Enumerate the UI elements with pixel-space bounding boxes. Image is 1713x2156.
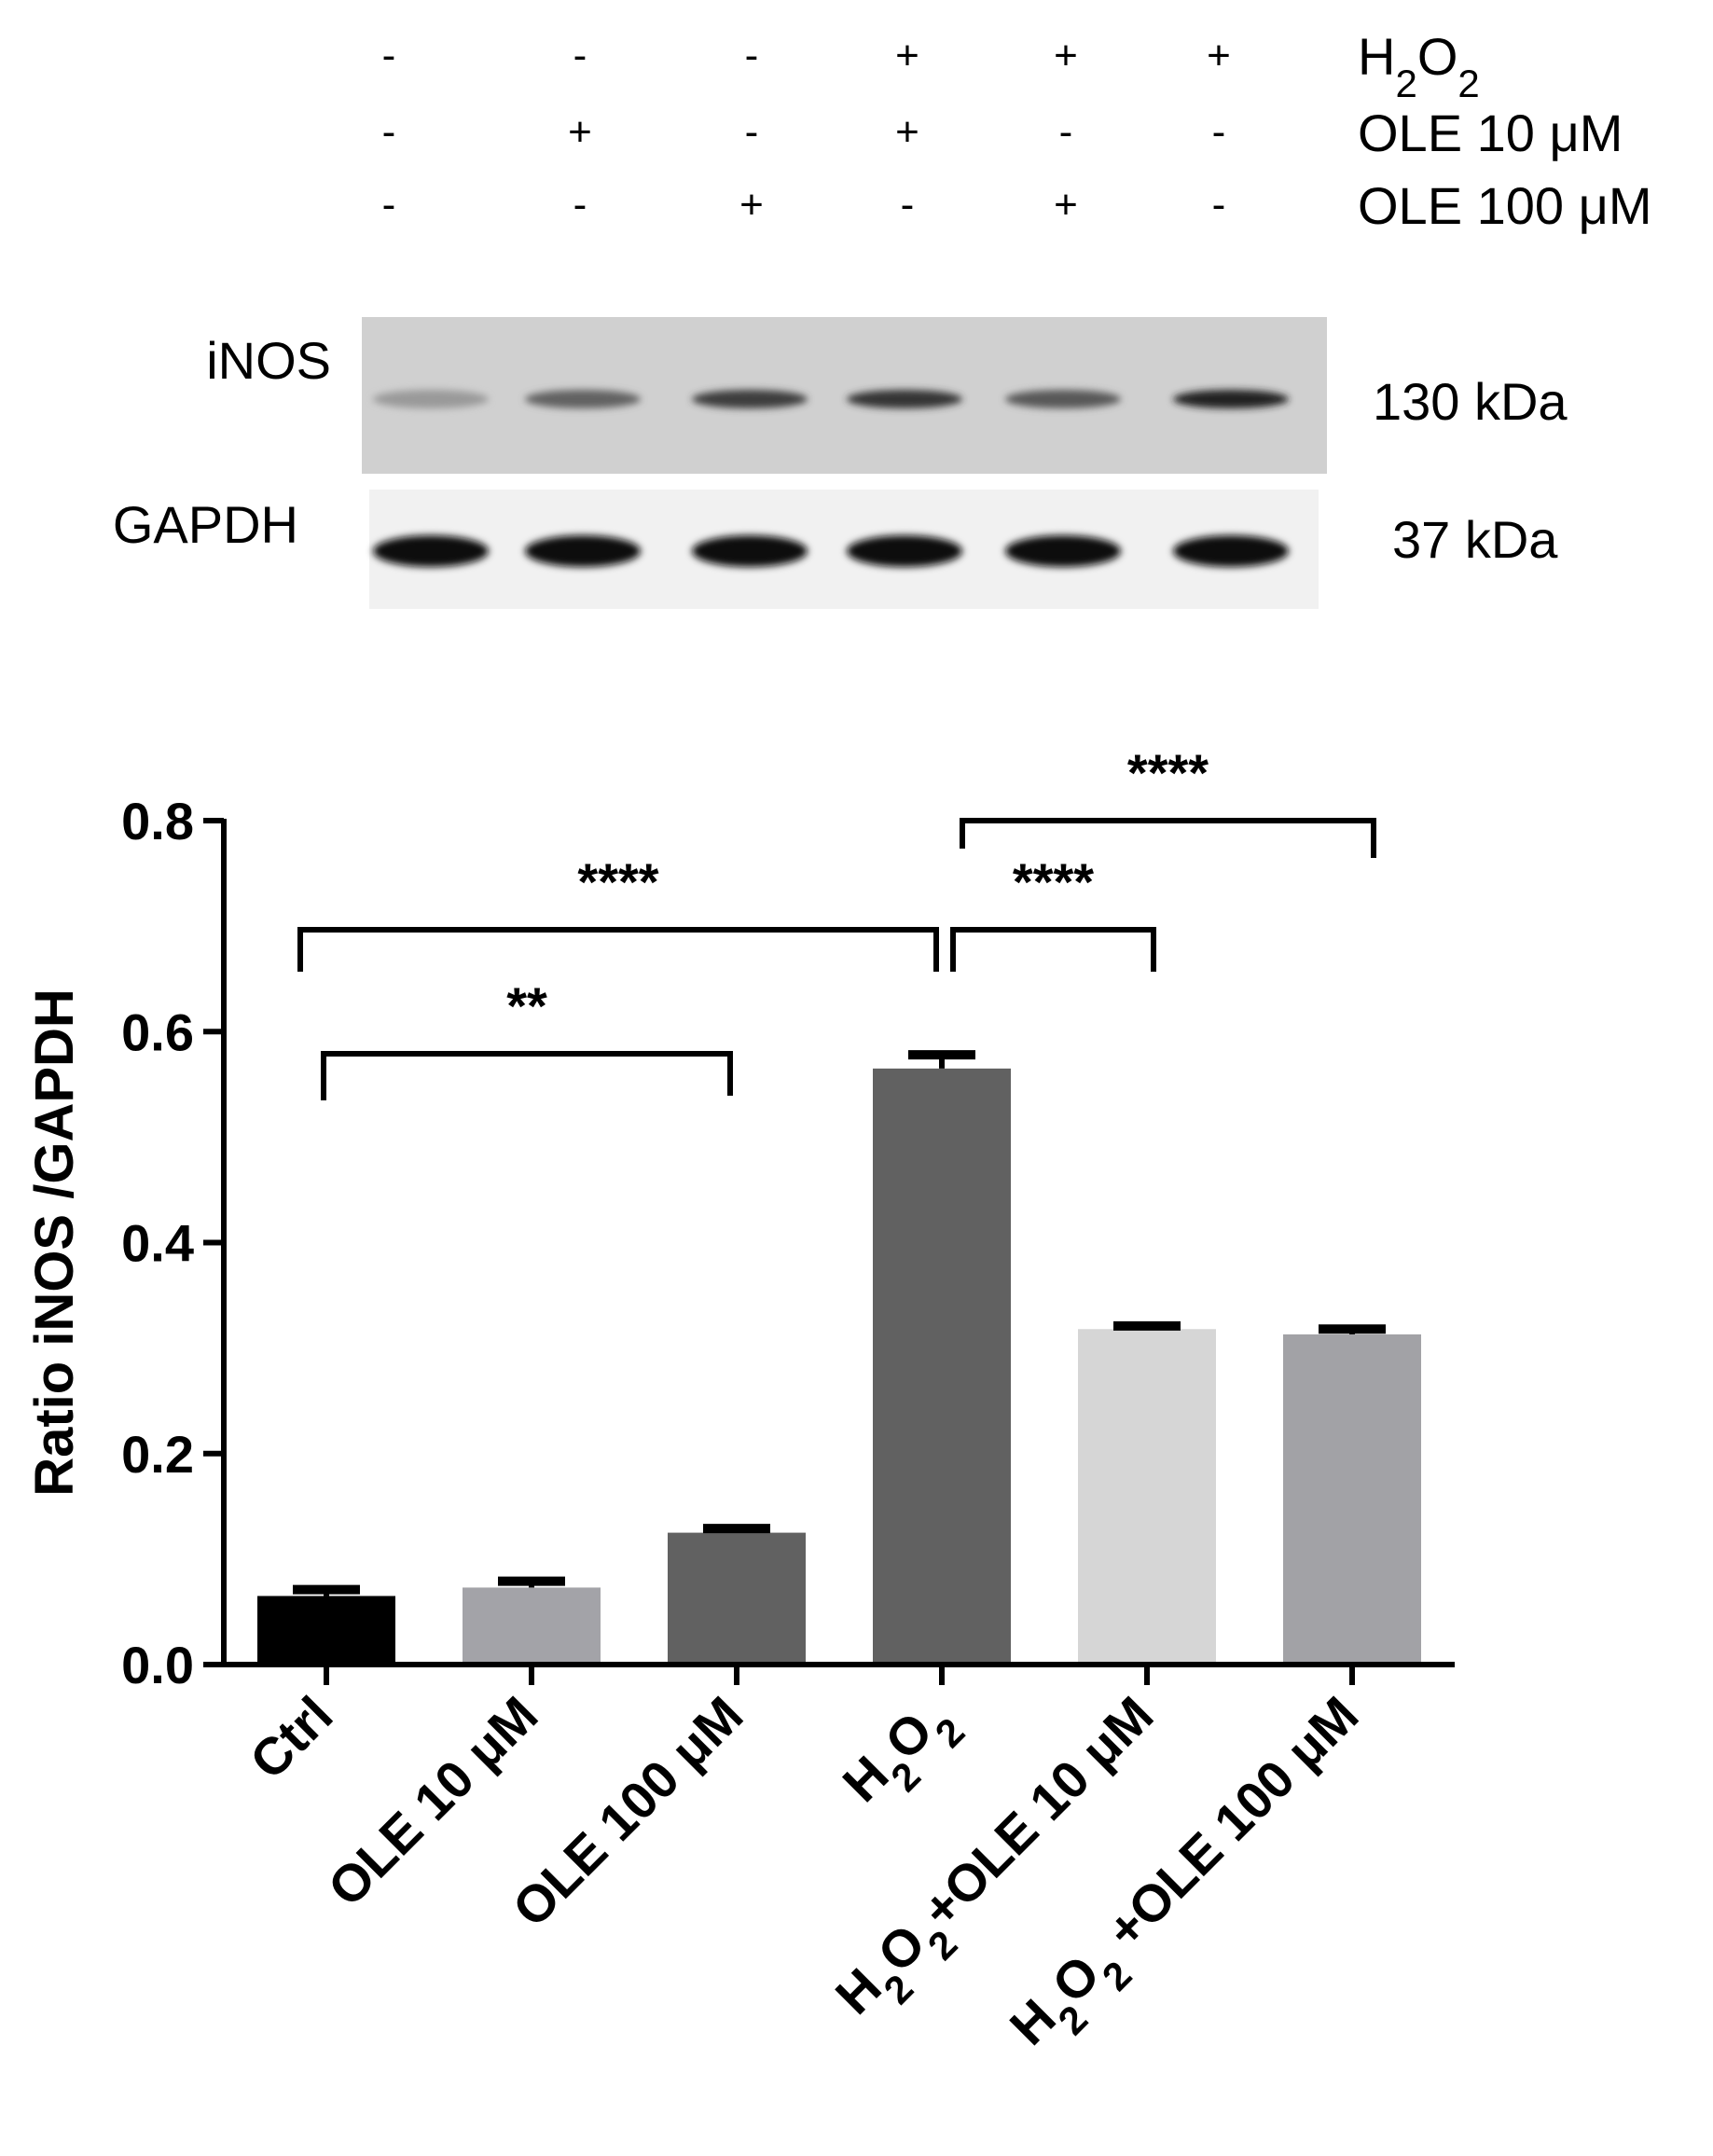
inos-band-lane3	[692, 390, 808, 408]
treatment-sign-row2-lane4: +	[895, 109, 919, 155]
significance-label: ****	[1127, 743, 1209, 802]
bar-ole-10-um	[463, 1587, 601, 1665]
western-blot-panel: iNOS 130 kDa GAPDH 37 kDa	[113, 317, 1568, 609]
treatment-sign-row3-lane4: -	[901, 182, 915, 228]
treatment-sign-row1-lane2: -	[573, 33, 587, 78]
bar-ctrl	[257, 1596, 395, 1665]
gapdh-mw-label: 37 kDa	[1392, 510, 1558, 569]
treatment-sign-row1-lane3: -	[745, 33, 759, 78]
axes: 0.0 0.2 0.4 0.6 0.8 Ratio iNOS /GAPDH	[24, 792, 1455, 1694]
y-axis-label: Ratio iNOS /GAPDH	[24, 988, 85, 1497]
treatment-table: - - - + + + H2O2 - + - + - - OLE 10 μM - - + - + - OLE 100 μ…	[382, 27, 1652, 235]
significance-bracket	[321, 1051, 733, 1100]
significance-label: **	[506, 976, 547, 1035]
significance-bracket	[960, 818, 1376, 858]
bar-ole-100-um	[668, 1532, 806, 1665]
significance-bracket	[297, 927, 939, 972]
gapdh-band-lane6	[1173, 535, 1289, 567]
bar-h2o2-ole-10-um	[1078, 1329, 1216, 1665]
gapdh-blot-label: GAPDH	[113, 495, 298, 554]
y-tick-label: 0.4	[121, 1214, 194, 1273]
gapdh-band-lane3	[692, 535, 808, 567]
treatment-sign-row1-lane6: +	[1207, 33, 1231, 78]
significance-label: ****	[1013, 852, 1094, 911]
x-category-label-h2o2: H2O2	[831, 1685, 972, 1826]
inos-band-lane4	[847, 390, 962, 408]
gapdh-band-lane2	[525, 535, 641, 567]
gapdh-band-lane5	[1005, 535, 1121, 567]
inos-band-lane2	[525, 390, 641, 408]
treatment-sign-row1-lane4: +	[895, 33, 919, 78]
inos-band-lane5	[1005, 390, 1121, 408]
inos-blot-membrane	[362, 317, 1327, 474]
treatment-sign-row3-lane3: +	[739, 182, 764, 228]
inos-band-lane6	[1173, 390, 1289, 408]
gapdh-band-lane1	[373, 535, 489, 567]
treatment-sign-row3-lane1: -	[382, 182, 396, 228]
y-tick-label: 0.8	[121, 792, 194, 850]
treatment-name-h2o2: H2O2	[1358, 27, 1480, 105]
inos-blot-label: iNOS	[206, 331, 331, 390]
inos-mw-label: 130 kDa	[1373, 372, 1568, 431]
treatment-sign-row1-lane1: -	[382, 33, 396, 78]
treatment-sign-row2-lane6: -	[1212, 109, 1226, 155]
treatment-name-ole-10-um: OLE 10 μM	[1358, 104, 1623, 162]
treatment-sign-row3-lane2: -	[573, 182, 587, 228]
bars	[257, 1050, 1421, 1665]
treatment-sign-row1-lane5: +	[1054, 33, 1078, 78]
inos-band-lane1	[373, 390, 489, 408]
bar-h2o2-ole-100-um	[1283, 1334, 1421, 1665]
y-tick-label: 0.6	[121, 1002, 194, 1061]
treatment-sign-row3-lane6: -	[1212, 182, 1226, 228]
significance-label: ****	[577, 852, 658, 911]
treatment-sign-row2-lane5: -	[1059, 109, 1073, 155]
gapdh-band-lane4	[847, 535, 962, 567]
bar-h2o2	[873, 1068, 1011, 1665]
y-tick-label: 0.0	[121, 1636, 194, 1694]
x-category-label-ctrl: Ctrl	[239, 1685, 344, 1790]
treatment-sign-row2-lane3: -	[745, 109, 759, 155]
treatment-name-ole-100-um: OLE 100 μM	[1358, 176, 1652, 235]
x-category-label-h2o2-ole-100-um: H2O2 +OLE 100 μM	[999, 1685, 1383, 2069]
treatment-sign-row2-lane1: -	[382, 109, 396, 155]
treatment-sign-row3-lane5: +	[1054, 182, 1078, 228]
y-tick-label: 0.2	[121, 1425, 194, 1484]
significance-bracket	[950, 927, 1156, 972]
significance-brackets: ****** ********	[297, 743, 1376, 1100]
treatment-sign-row2-lane2: +	[568, 109, 592, 155]
